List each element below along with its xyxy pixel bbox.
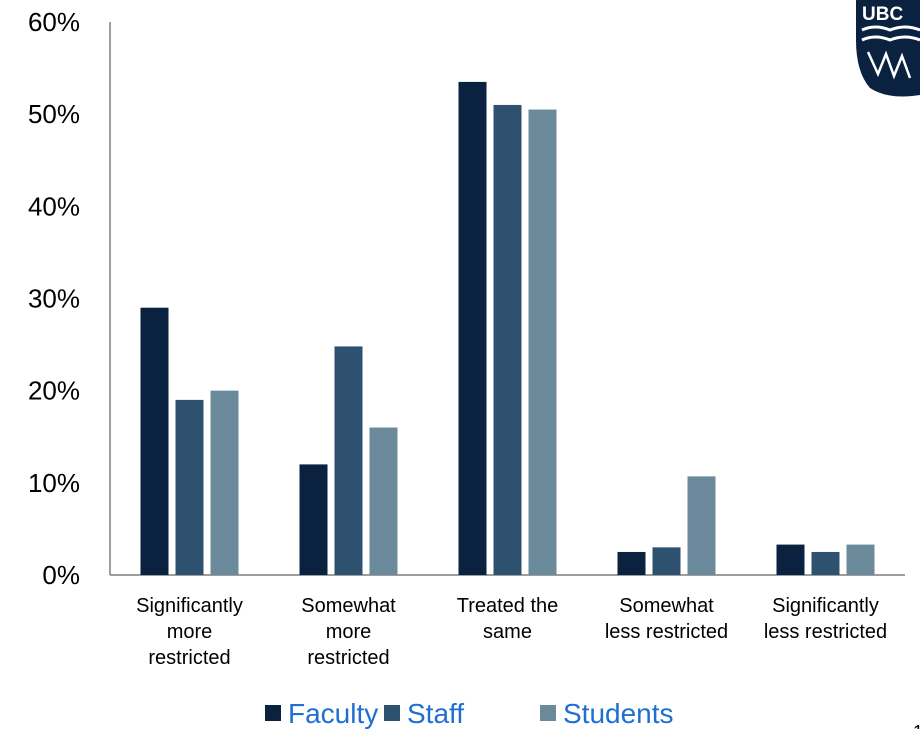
y-tick-label: 50%: [28, 99, 80, 129]
bar-students-2: [528, 109, 557, 575]
bar-staff-2: [493, 104, 522, 575]
bars-group: [140, 81, 875, 576]
legend-swatch-staff: [384, 705, 400, 721]
y-tick-label: 30%: [28, 284, 80, 314]
legend-label-students: Students: [563, 698, 674, 729]
ubc-crest-icon: UBC: [856, 0, 920, 97]
bar-faculty-2: [458, 81, 487, 576]
bar-students-1: [369, 427, 398, 575]
legend-swatch-students: [540, 705, 556, 721]
category-label: Significantly less restricted: [764, 595, 887, 643]
y-tick-label: 40%: [28, 191, 80, 221]
bar-staff-0: [175, 399, 204, 575]
logo-text: UBC: [862, 4, 903, 25]
category-label: Somewhat more restricted: [301, 595, 396, 669]
legend-label-faculty: Faculty: [288, 698, 378, 729]
y-tick-label: 20%: [28, 376, 80, 406]
bar-staff-3: [652, 547, 681, 575]
legend-swatch-faculty: [265, 705, 281, 721]
y-tick-label: 60%: [28, 7, 80, 37]
category-label: Significantly more restricted: [136, 595, 243, 669]
bar-staff-1: [334, 346, 363, 575]
bar-faculty-3: [617, 551, 646, 575]
legend: Faculty Staff Students: [265, 698, 674, 729]
page-number: 1: [913, 722, 920, 729]
category-label: Treated the same: [457, 595, 559, 643]
category-label: Somewhat less restricted: [605, 595, 728, 643]
bar-students-3: [687, 476, 716, 575]
bar-faculty-1: [299, 464, 328, 575]
y-axis-tick-labels: 0% 10% 20% 30% 40% 50% 60%: [28, 7, 80, 590]
bar-students-0: [210, 390, 239, 575]
y-tick-label: 10%: [28, 468, 80, 498]
bar-staff-4: [811, 551, 840, 575]
bar-faculty-4: [776, 544, 805, 575]
category-labels: Significantly more restricted Somewhat more r…: [136, 595, 887, 669]
bar-students-4: [846, 544, 875, 575]
bar-faculty-0: [140, 307, 169, 575]
legend-label-staff: Staff: [407, 698, 464, 729]
y-tick-label: 0%: [42, 560, 80, 590]
